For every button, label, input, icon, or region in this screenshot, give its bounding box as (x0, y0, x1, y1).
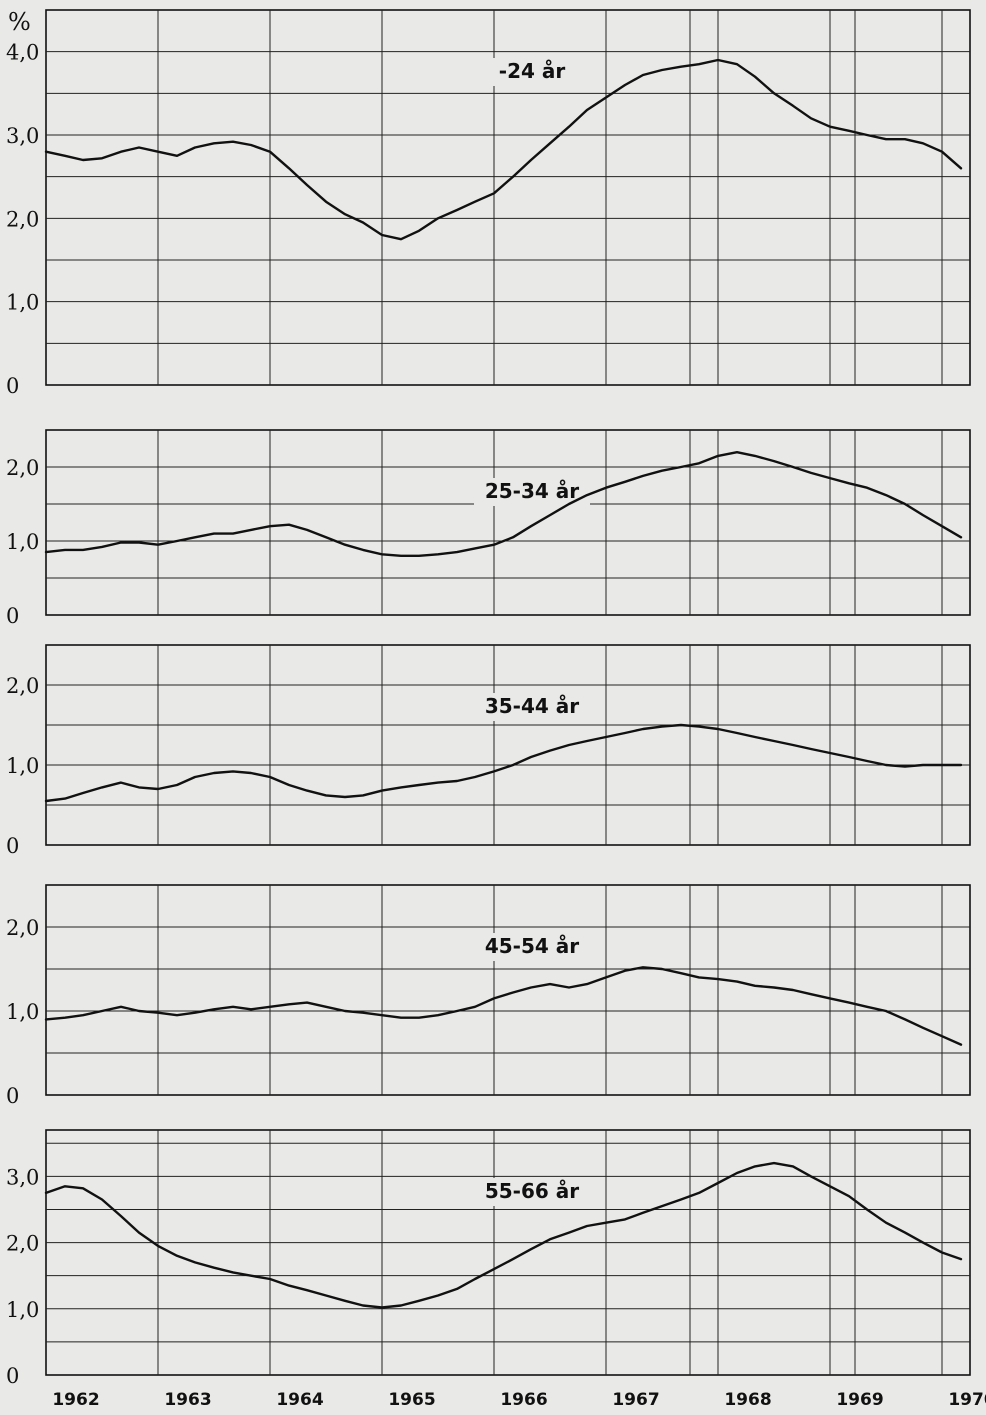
y-tick-label: 0 (6, 1084, 19, 1108)
panel-title-bg (474, 1178, 590, 1206)
series-line (44, 58, 963, 241)
y-tick-label: 0 (6, 834, 19, 858)
series-line (44, 1161, 963, 1309)
panel-title: 45-54 år (485, 934, 579, 958)
x-tick-label: 1963 (164, 1390, 211, 1410)
x-tick-label: 1964 (276, 1390, 323, 1410)
y-tick-label: 4,0 (6, 41, 39, 65)
panel-title: 55-66 år (485, 1179, 579, 1203)
y-tick-label: 2,0 (6, 456, 39, 480)
y-tick-label: 2,0 (6, 207, 39, 231)
panel-frame (45, 644, 971, 846)
x-tick-label: 1970 (948, 1390, 986, 1410)
panel-title-bg (474, 478, 590, 506)
panel-frame (45, 884, 971, 1096)
x-tick-label: 1965 (388, 1390, 435, 1410)
series-line (44, 451, 963, 557)
y-tick-label: 2,0 (6, 674, 39, 698)
y-tick-label: 2,0 (6, 916, 39, 940)
panel-title: 35-44 år (485, 694, 579, 718)
x-tick-label: 1962 (52, 1390, 99, 1410)
y-tick-label: 2,0 (6, 1232, 39, 1256)
panel-title-bg (474, 693, 590, 721)
y-tick-label: 1,0 (6, 1000, 39, 1024)
panel-1: 0 1,0 2,0 3,0 4,0 -24 år (6, 9, 971, 398)
y-tick-label: 0 (6, 1364, 19, 1388)
x-tick-label: 1969 (836, 1390, 883, 1410)
panel-frame (45, 9, 971, 386)
y-tick-label: 3,0 (6, 124, 39, 148)
y-tick-label: 0 (6, 604, 19, 628)
y-unit-label: % (8, 8, 31, 36)
series-line (44, 723, 963, 803)
panel-4: 0 1,0 2,0 45-54 år (6, 884, 971, 1108)
x-tick-label: 1967 (612, 1390, 659, 1410)
y-tick-label: 0 (6, 374, 19, 398)
panel-3: 0 1,0 2,0 35-44 år (6, 644, 971, 858)
x-tick-label: 1966 (500, 1390, 547, 1410)
panel-5: 0 1,0 2,0 3,0 55-66 år (6, 1129, 971, 1388)
panel-title: -24 år (499, 59, 566, 83)
panel-frame (45, 429, 971, 616)
panel-title-bg (474, 933, 590, 961)
series-line (44, 966, 963, 1046)
x-tick-label: 1968 (724, 1390, 771, 1410)
y-tick-label: 1,0 (6, 1298, 39, 1322)
y-tick-label: 1,0 (6, 754, 39, 778)
y-tick-label: 1,0 (6, 291, 39, 315)
panel-frame (45, 1129, 971, 1376)
panel-title-bg (474, 58, 590, 86)
y-tick-label: 3,0 (6, 1165, 39, 1189)
panel-2: 0 1,0 2,0 25-34 år (6, 429, 971, 628)
panel-title: 25-34 år (485, 479, 579, 503)
y-tick-label: 1,0 (6, 530, 39, 554)
